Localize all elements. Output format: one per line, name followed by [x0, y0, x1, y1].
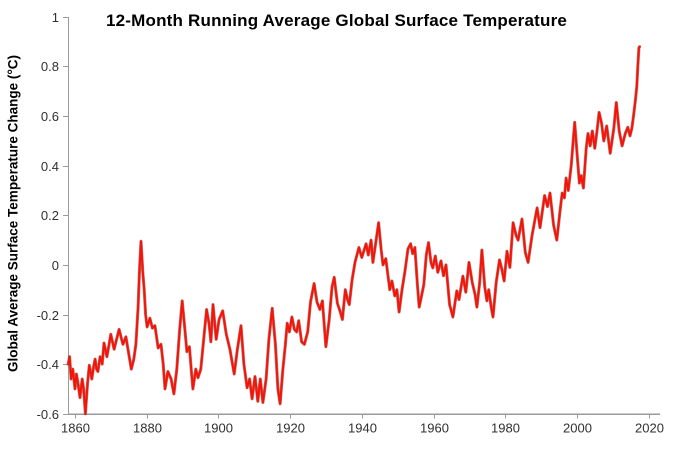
- y-tick-label: 0.4: [41, 159, 59, 174]
- y-tick-label: -0.6: [37, 407, 59, 422]
- temperature-line: [67, 45, 641, 415]
- y-tick-label: 0: [52, 258, 59, 273]
- x-tick-label: 2020: [635, 421, 664, 436]
- y-tick-label: 0.2: [41, 208, 59, 223]
- x-tick-label: 1880: [133, 421, 162, 436]
- y-tick-label: -0.2: [37, 308, 59, 323]
- y-tick-label: -0.4: [37, 357, 59, 372]
- y-tick-label: 0.6: [41, 109, 59, 124]
- x-tick-label: 1980: [491, 421, 520, 436]
- y-tick-label: 0.8: [41, 59, 59, 74]
- x-tick-label: 1860: [61, 421, 90, 436]
- x-tick-label: 2000: [563, 421, 592, 436]
- x-tick-label: 1960: [420, 421, 449, 436]
- x-tick-label: 1920: [276, 421, 305, 436]
- x-tick-label: 1940: [348, 421, 377, 436]
- chart-title: 12-Month Running Average Global Surface …: [105, 11, 568, 30]
- y-tick-label: 1: [52, 10, 59, 25]
- x-tick-label: 1900: [204, 421, 233, 436]
